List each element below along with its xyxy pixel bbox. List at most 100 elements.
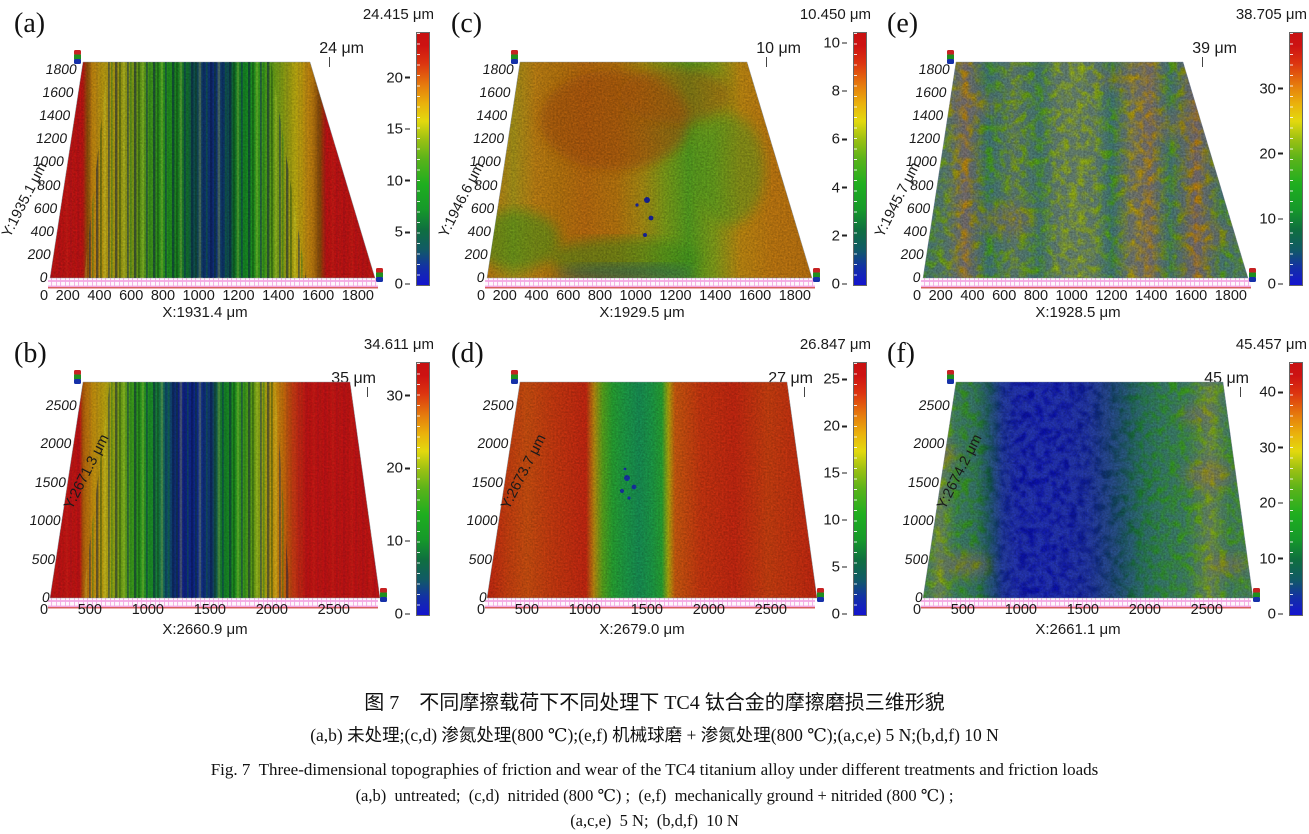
panel-a: (a) 24.415 μm 24 μm 1800 1600 1400 1200 1000… [0,0,436,330]
x-tick-label: 2000 [692,602,725,618]
x-tick-label: 2000 [1128,602,1161,618]
x-tick-label: 1400 [1135,288,1168,304]
surface-3d-view [921,370,1260,609]
colorbar-ticks: 40 30 20 10 0 [1243,362,1283,622]
surface-3d-view [921,50,1256,289]
colorbar-tick-label: 0 [395,277,410,292]
colorbar-tick-label: 10 [823,35,847,50]
colorbar [1289,32,1303,286]
colorbar-max-label: 45.457 μm [1235,336,1307,353]
x-tick-label: 400 [87,288,112,304]
x-tick-label: 1500 [193,602,226,618]
x-tick-label: 1500 [1066,602,1099,618]
colorbar-tick-label: 20 [1259,146,1283,161]
y-tick-label: 1600 [41,84,75,101]
x-tick-label: 1000 [182,288,215,304]
y-tick-label: 2500 [481,397,516,413]
panel-letter: (f) [887,338,915,369]
panel-d: (d) 26.847 μm 27 μm 2500 2000 1500 1000 500 0… [437,330,873,660]
x-tick-label: 1000 [131,602,164,618]
y-tick-label: 200 [463,245,490,262]
y-tick-label: 1500 [470,473,505,490]
y-tick-label: 1400 [911,107,945,124]
colorbar-tick-label: 5 [395,225,410,240]
colorbar-max-label: 34.611 μm [363,336,434,353]
height-leader-line [328,57,330,67]
colorbar-tick-label: 30 [386,388,410,403]
x-tick-label: 0 [477,288,486,304]
surface-height-label: 24 μm [319,40,364,57]
colorbar-tick-label: 0 [1268,607,1283,622]
figure-caption: 图 7 不同摩擦载荷下不同处理下 TC4 钛合金的摩擦磨损三维形貌 (a,b) … [0,660,1309,831]
caption-cn-title: 图 7 不同摩擦载荷下不同处理下 TC4 钛合金的摩擦磨损三维形貌 [364,692,945,714]
grid-strip [48,598,378,608]
panel-letter: (c) [451,8,483,39]
grid-strip [921,598,1251,608]
colorbar-tick-label: 15 [823,466,847,481]
colorbar-tick-label: 4 [832,180,847,195]
x-tick-label: 1200 [1095,288,1128,304]
grid-strip [48,278,378,288]
x-axis-ticks: 0 200 400 600 800 1000 1200 1400 1600 1800 [913,288,1247,304]
x-tick-label: 2500 [754,602,787,618]
axis-origin-pin [947,370,954,384]
colorbar-tick-label: 10 [823,513,847,528]
panel-letter: (e) [887,8,919,39]
x-tick-label: 1800 [778,288,811,304]
x-axis-title: X:1929.5 μm [599,304,685,321]
x-tick-label: 500 [950,602,975,618]
y-tick-label: 1000 [465,512,499,529]
colorbar-tick-label: 20 [386,461,410,476]
x-tick-label: 2000 [255,602,288,618]
caption-cn-subtitle: (a,b) 未处理;(c,d) 渗氮处理(800 ℃);(e,f) 机械球磨 +… [310,725,999,745]
x-tick-label: 1000 [1055,288,1088,304]
y-tick-label: 1200 [34,130,69,147]
x-axis-title: X:2661.1 μm [1035,621,1121,638]
colorbar-tick-label: 20 [386,70,410,85]
y-tick-label: 600 [33,199,59,216]
x-tick-label: 0 [913,288,922,304]
x-tick-label: 500 [514,602,539,618]
caption-en-subtitle-1: (a,b) untreated; (c,d) nitrided (800 ℃) … [355,786,954,805]
y-tick-label: 400 [902,222,929,239]
colorbar-max-label: 26.847 μm [799,336,871,353]
surface-3d-view [48,50,383,289]
colorbar-ticks: 30 20 10 0 [1243,32,1283,291]
height-leader-line [366,387,368,397]
y-tick-label: 1800 [917,61,952,77]
x-tick-label: 200 [55,288,80,304]
y-tick-label: 500 [30,550,57,567]
x-tick-label: 800 [587,288,613,304]
colorbar-tick-label: 8 [832,84,847,99]
y-tick-label: 1400 [475,107,509,124]
axis-origin-pin [74,370,81,384]
height-leader-line [1239,387,1241,397]
y-tick-label: 2500 [44,397,79,413]
colorbar [853,362,867,616]
colorbar-tick-label: 0 [832,277,847,292]
colorbar-tick-label: 15 [386,122,410,137]
y-tick-label: 200 [26,245,53,262]
colorbar-tick-label: 2 [832,228,847,243]
colorbar-tick-label: 20 [1259,496,1283,511]
x-axis-ticks: 0 500 1000 1500 2000 2500 [40,602,350,618]
x-tick-label: 1800 [1214,288,1247,304]
y-tick-label: 1000 [901,512,935,529]
colorbar-tick-label: 0 [395,607,410,622]
y-tick-label: 2000 [39,435,73,452]
x-axis-ticks: 0 500 1000 1500 2000 2500 [477,602,787,618]
height-leader-line [1201,57,1203,67]
colorbar [416,362,430,616]
y-tick-label: 1800 [481,61,516,77]
x-axis-title: X:1928.5 μm [1035,304,1121,321]
colorbar-ticks: 10 8 6 4 2 0 [807,32,847,291]
colorbar-tick-label: 20 [823,419,847,434]
x-tick-label: 0 [913,602,922,618]
x-axis-ticks: 0 200 400 600 800 1000 1200 1400 1600 1800 [477,288,811,304]
x-tick-label: 2500 [317,602,350,618]
colorbar-tick-label: 10 [386,534,410,549]
grid-strip [921,278,1251,288]
y-tick-label: 1600 [478,84,512,101]
x-tick-label: 0 [40,602,49,618]
